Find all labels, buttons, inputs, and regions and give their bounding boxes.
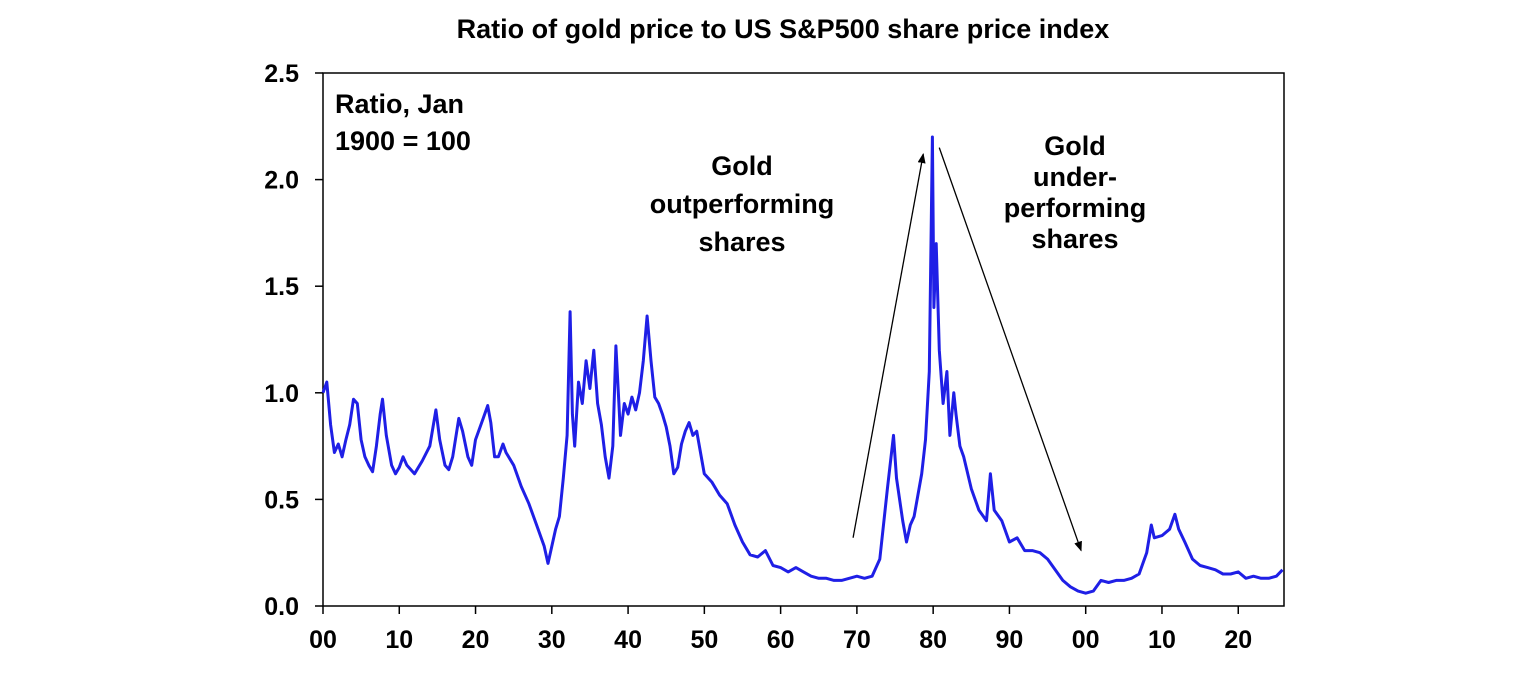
x-axis: 00 10 20 30 40 50 60 70 80 90 00 10 20 bbox=[309, 606, 1252, 654]
x-tick-label: 30 bbox=[538, 626, 566, 654]
units-note: Ratio, Jan 1900 = 100 bbox=[335, 89, 471, 156]
series-line bbox=[321, 135, 1284, 595]
x-tick-label: 60 bbox=[767, 626, 795, 654]
series-layer bbox=[321, 135, 1284, 595]
plot-border bbox=[322, 72, 1285, 607]
x-tick-label: 20 bbox=[462, 626, 490, 654]
x-tick-label: 90 bbox=[996, 626, 1024, 654]
y-tick-label: 1.5 bbox=[264, 273, 299, 301]
annotation-arrow bbox=[938, 147, 1082, 552]
plot-frame bbox=[322, 72, 1285, 607]
annotation-underperforming: Gold under-performing shares bbox=[1004, 131, 1147, 254]
x-tick-label: 00 bbox=[309, 626, 337, 654]
x-tick-label: 10 bbox=[385, 626, 413, 654]
annotation-outperforming: Gold outperforming shares bbox=[650, 151, 834, 257]
y-tick-label: 0.5 bbox=[264, 486, 299, 514]
x-tick-label: 50 bbox=[690, 626, 718, 654]
y-tick-label: 0.0 bbox=[264, 593, 299, 621]
x-tick-label: 70 bbox=[843, 626, 871, 654]
y-tick-label: 2.5 bbox=[264, 60, 299, 88]
x-tick-label: 00 bbox=[1072, 626, 1100, 654]
x-tick-label: 10 bbox=[1148, 626, 1176, 654]
x-tick-label: 40 bbox=[614, 626, 642, 654]
y-tick-label: 1.0 bbox=[264, 380, 299, 408]
chart-title: Ratio of gold price to US S&P500 share p… bbox=[456, 14, 1110, 44]
y-axis: 0.0 0.5 1.0 1.5 2.0 2.5 bbox=[264, 60, 323, 621]
annotations-layer: Ratio, Jan 1900 = 100 Gold outperforming sha… bbox=[335, 89, 1147, 552]
y-tick-label: 2.0 bbox=[264, 167, 299, 195]
x-tick-label: 20 bbox=[1224, 626, 1252, 654]
x-tick-label: 80 bbox=[919, 626, 947, 654]
annotation-arrow bbox=[852, 153, 926, 538]
